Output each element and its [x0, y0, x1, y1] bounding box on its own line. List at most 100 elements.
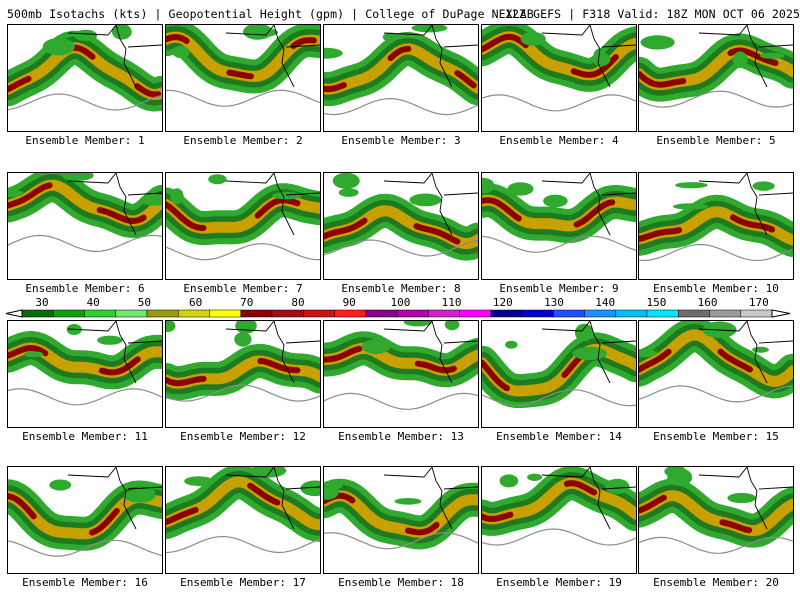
colorbar-min-arrow	[5, 309, 23, 318]
jet-max-core	[166, 34, 320, 80]
wind-maximum-blob	[640, 35, 675, 50]
coastline-borders	[698, 25, 793, 88]
wind-maximum-blob	[97, 335, 123, 345]
colorbar-tick-label: 120	[492, 296, 513, 309]
colorbar-tick-label: 130	[544, 296, 564, 309]
wind-maximum-blob	[394, 498, 422, 505]
jet-max-core	[639, 492, 793, 534]
height-contour	[482, 235, 636, 253]
wind-maximum-blob	[732, 51, 748, 68]
colorbar-tick-label: 40	[86, 296, 100, 309]
wind-maximum-blob	[170, 188, 184, 205]
wind-maximum-blob	[444, 321, 460, 331]
coastline-borders	[698, 321, 793, 384]
wind-maximum-blob	[403, 321, 432, 327]
wind-maximum-blob	[409, 193, 442, 207]
wind-maximum-blob	[112, 25, 132, 40]
coastline-borders	[383, 467, 478, 530]
wind-speed-colorbar	[5, 309, 791, 318]
colorbar-segment	[21, 309, 54, 318]
model-run-valid-time: 12Z GEFS | F318 Valid: 18Z MON OCT 06 20…	[505, 7, 800, 21]
coastline-borders	[698, 173, 793, 236]
height-contour	[166, 535, 320, 554]
wind-maximum-blob	[592, 52, 611, 67]
ensemble-member-map	[323, 466, 479, 574]
colorbar-tick-label: 160	[697, 296, 718, 309]
colorbar-segment	[521, 309, 554, 318]
ensemble-member-map	[323, 172, 479, 280]
height-contour	[8, 539, 162, 557]
colorbar-segment	[740, 309, 773, 318]
wind-maximum-blob	[332, 173, 360, 189]
ensemble-member-label: Ensemble Member: 17	[180, 576, 306, 589]
wind-maximum-blob	[752, 181, 775, 191]
jet-max-core	[324, 45, 478, 93]
wind-maximum-blob	[23, 351, 44, 358]
coastline-borders	[383, 173, 478, 236]
height-contour	[166, 243, 320, 261]
coastline-borders	[67, 467, 162, 530]
ensemble-member-label: Ensemble Member: 20	[653, 576, 779, 589]
ensemble-member-map	[481, 172, 637, 280]
jet-max-core	[324, 345, 478, 374]
height-contour	[8, 388, 162, 406]
height-contour	[639, 243, 793, 262]
colorbar-segment	[240, 309, 273, 318]
colorbar-tick-label: 110	[441, 296, 462, 309]
wind-maximum-blob	[74, 29, 98, 42]
wind-maximum-blob	[543, 194, 568, 208]
ensemble-member-map	[638, 172, 794, 280]
height-contour	[639, 385, 793, 403]
wind-maximum-blob	[8, 189, 24, 198]
colorbar-tick-label: 70	[240, 296, 254, 309]
wind-maximum-blob	[300, 480, 320, 497]
jet-max-core	[639, 332, 793, 385]
wind-maximum-blob	[507, 182, 534, 196]
wind-maximum-blob	[250, 467, 287, 478]
coastline-borders	[67, 25, 162, 88]
coastline-borders	[225, 467, 320, 530]
colorbar-tick-label: 100	[390, 296, 411, 309]
ensemble-member-map	[638, 466, 794, 574]
wind-maximum-blob	[672, 203, 709, 210]
wind-maximum-blob	[331, 480, 344, 489]
colorbar-segment	[553, 309, 585, 318]
wind-maximum-blob	[361, 339, 391, 355]
colorbar-segment	[178, 309, 210, 318]
coastline-borders	[67, 321, 162, 384]
ensemble-member-label: Ensemble Member: 11	[22, 430, 148, 443]
coastline-borders	[541, 321, 636, 384]
jet-max-core	[482, 346, 636, 394]
ensemble-member-label: Ensemble Member: 16	[22, 576, 148, 589]
ensemble-member-map	[7, 320, 163, 428]
colorbar-segment	[84, 309, 117, 318]
colorbar-segment	[709, 309, 742, 318]
height-contour	[324, 532, 478, 550]
ensemble-member-label: Ensemble Member: 14	[496, 430, 622, 443]
wind-maximum-blob	[499, 474, 519, 488]
ensemble-member-map	[481, 320, 637, 428]
wind-maximum-blob	[605, 478, 630, 494]
ensemble-member-label: Ensemble Member: 6	[25, 282, 145, 295]
ensemble-member-label: Ensemble Member: 2	[183, 134, 303, 147]
colorbar-tick-label: 50	[137, 296, 152, 309]
wind-maximum-blob	[42, 38, 75, 56]
height-contour	[324, 392, 478, 410]
colorbar-segment	[115, 309, 148, 318]
colorbar-segment	[209, 309, 242, 318]
colorbar-segment	[365, 309, 398, 318]
ensemble-member-map	[638, 320, 794, 428]
ensemble-member-map	[323, 320, 479, 428]
coastline-borders	[698, 467, 793, 530]
wind-maximum-blob	[675, 182, 708, 189]
height-contour	[482, 94, 636, 112]
colorbar-tick-label: 150	[646, 296, 667, 309]
wind-maximum-blob	[527, 473, 543, 481]
ensemble-member-label: Ensemble Member: 10	[653, 282, 779, 295]
ensemble-member-label: Ensemble Member: 12	[180, 430, 306, 443]
coastline-borders	[383, 321, 478, 384]
ensemble-member-label: Ensemble Member: 4	[499, 134, 619, 147]
wind-maximum-blob	[667, 468, 693, 487]
height-contour	[166, 89, 320, 107]
colorbar-segment	[459, 309, 492, 318]
